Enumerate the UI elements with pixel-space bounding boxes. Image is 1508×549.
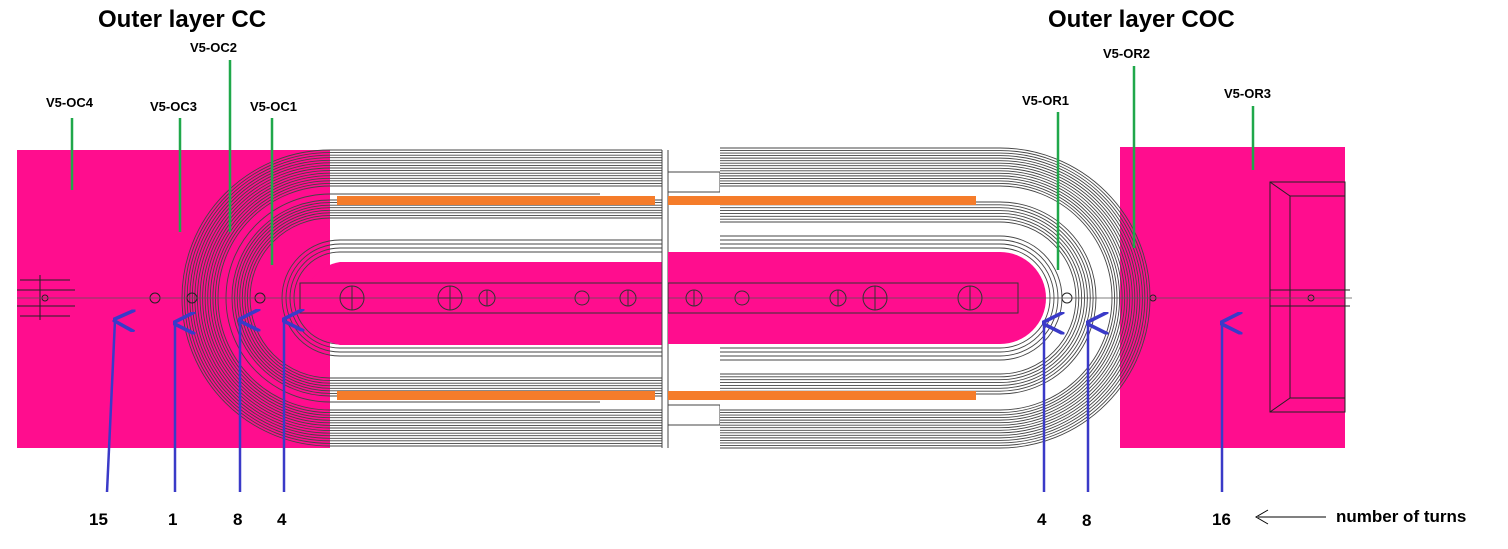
right-spacer-bottom xyxy=(668,391,976,400)
turns-legend-text: number of turns xyxy=(1336,507,1466,526)
right-lead-end xyxy=(1061,181,1350,413)
coil-label-leaders xyxy=(70,60,1255,270)
label-oc4: V5-OC4 xyxy=(46,95,94,110)
title-left: Outer layer CC xyxy=(98,6,266,33)
label-or1: V5-OR1 xyxy=(1022,93,1069,108)
legend-arrow xyxy=(1255,509,1326,525)
right-island-holes xyxy=(668,282,1019,314)
label-oc3: V5-OC3 xyxy=(150,99,197,114)
turns-or1: 4 xyxy=(1037,510,1047,529)
title-right: Outer layer COC xyxy=(1048,6,1235,33)
turns-oc4: 15 xyxy=(89,510,108,529)
left-spacer-top xyxy=(337,196,655,205)
center-gap xyxy=(662,150,668,448)
turns-or3: 16 xyxy=(1212,510,1231,529)
label-oc2: V5-OC2 xyxy=(190,40,237,55)
turns-oc2: 8 xyxy=(233,510,242,529)
label-or3: V5-OR3 xyxy=(1224,86,1271,101)
turn-arrows xyxy=(105,320,1222,493)
right-coil-assembly xyxy=(668,147,1352,449)
right-spacer-top xyxy=(668,196,976,205)
label-or2: V5-OR2 xyxy=(1103,46,1150,61)
left-island-holes xyxy=(299,282,662,314)
left-center-island xyxy=(304,262,662,345)
label-oc1: V5-OC1 xyxy=(250,99,297,114)
turns-or2: 8 xyxy=(1082,511,1091,530)
left-coil-assembly xyxy=(17,149,662,448)
turns-oc1: 4 xyxy=(277,510,287,529)
turns-oc3: 1 xyxy=(168,510,177,529)
left-spacer-bottom xyxy=(337,391,655,400)
